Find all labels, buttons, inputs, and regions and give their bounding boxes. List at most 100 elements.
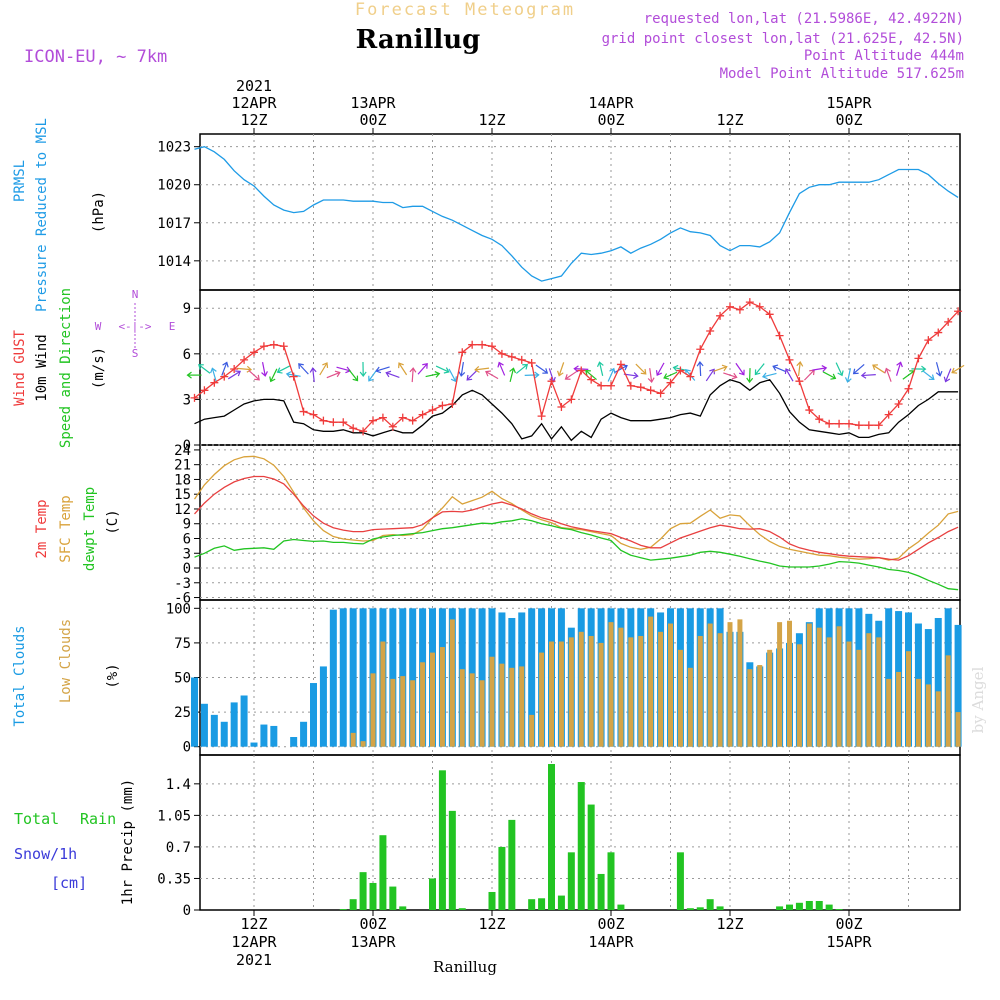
low-cloud-bar	[866, 633, 872, 747]
rain-bar	[706, 899, 714, 910]
low-cloud-bar	[350, 732, 356, 747]
gust-marker	[210, 378, 219, 387]
total-cloud-bar	[270, 725, 278, 747]
temp-2m-label: 2m Temp	[34, 499, 50, 558]
low-cloud-bar	[638, 635, 644, 747]
wind-arrow-shaft	[227, 370, 241, 380]
wind-direction-arrow	[515, 363, 529, 374]
wind-arrow-shaft	[699, 361, 702, 377]
wind-direction-arrow	[497, 361, 506, 376]
wind-unit: (m/s)	[91, 347, 107, 389]
gust-marker	[577, 366, 586, 375]
y-tick-label: 1017	[157, 216, 191, 232]
wind-10m-line	[194, 378, 959, 442]
low-cloud-bar	[519, 666, 525, 747]
gust-marker	[289, 372, 298, 381]
wind-arrow-shaft	[261, 362, 266, 376]
precip-snow-unit: [cm]	[51, 874, 87, 892]
wind-direction-arrow	[922, 370, 935, 381]
gust-marker	[478, 340, 487, 349]
gust-marker	[805, 406, 814, 415]
gridpoint-coordinates: grid point closest lon,lat (21.625E, 42.…	[602, 31, 964, 47]
total-cloud-bar	[220, 721, 228, 747]
gust-marker	[676, 366, 685, 375]
wind-arrow-head	[738, 369, 745, 376]
wind-arrow-head	[784, 368, 791, 375]
total-cloud-bar	[210, 714, 218, 747]
low-cloud-bar	[876, 637, 882, 747]
bottom-time-label: 12Z	[478, 915, 505, 933]
wind-arrow-head	[450, 376, 457, 383]
rain-bar	[805, 900, 813, 910]
gust-marker	[666, 378, 675, 387]
gust-marker	[934, 328, 943, 337]
wind-arrow-head	[731, 372, 738, 380]
wind-arrow-shaft	[598, 362, 604, 376]
rain-bar	[359, 872, 367, 910]
gust-marker	[388, 422, 397, 431]
y-tick-label: 6	[183, 347, 191, 363]
rain-bar	[587, 804, 595, 910]
total-cloud-bar	[478, 608, 486, 747]
wind-arrow-shaft	[663, 371, 678, 379]
wind-direction-arrow	[713, 364, 728, 372]
low-cloud-bar	[886, 678, 892, 747]
gust-marker	[825, 419, 834, 428]
total-cloud-bar	[300, 721, 308, 747]
wind-arrow-shaft	[853, 363, 865, 375]
gust-marker	[636, 383, 645, 392]
wind-arrow-shaft	[270, 368, 278, 382]
wind-direction-arrow	[585, 369, 597, 381]
total-cloud-bar	[329, 609, 337, 747]
gust-marker	[329, 418, 338, 427]
pressure-unit: (hPa)	[91, 191, 107, 233]
gust-marker	[894, 399, 903, 408]
precip-snow-label: Snow/1h	[14, 845, 77, 863]
top-time-label: 00Z	[359, 111, 386, 129]
wind-arrow-head	[647, 377, 655, 384]
low-cloud-bar	[677, 649, 683, 747]
gust-marker	[745, 298, 754, 307]
gust-marker	[815, 415, 824, 424]
wind-direction-arrow	[221, 361, 229, 376]
y-tick-label: 25	[174, 705, 191, 721]
low-cloud-bar	[906, 651, 911, 747]
top-time-label: 12Z	[478, 111, 505, 129]
top-time-label: 12Z	[716, 111, 743, 129]
wind-arrow-shaft	[754, 363, 765, 375]
wind-arrow-head	[772, 364, 779, 371]
wind-arrow-head	[186, 371, 192, 379]
wind-arrow-shaft	[895, 362, 902, 376]
gust-marker	[706, 327, 715, 336]
wind-arrow-head	[709, 368, 715, 375]
wind-arrow-shaft	[221, 362, 228, 376]
wind-arrow-head	[261, 371, 268, 377]
rain-bar	[548, 764, 555, 910]
gust-marker	[686, 372, 695, 381]
low-cloud-bar	[628, 637, 634, 747]
gust-marker	[200, 386, 209, 395]
total-cloud-bar	[409, 608, 417, 747]
low-cloud-bar	[608, 622, 614, 747]
wind-arrow-shaft	[922, 370, 935, 380]
wind-arrow-shaft	[448, 368, 457, 382]
y-tick-label: 0	[183, 561, 191, 577]
gust-marker	[507, 352, 516, 361]
wind-arrow-shaft	[417, 363, 428, 375]
wind-arrow-head	[672, 364, 679, 372]
gust-marker	[497, 349, 506, 358]
rain-bar	[815, 900, 823, 910]
wind-direction-arrow	[348, 369, 359, 382]
wind-arrow-shaft	[198, 364, 211, 374]
wind-direction-arrow	[635, 363, 647, 375]
wind-direction-arrow	[319, 362, 329, 376]
wind-direction-arrow	[409, 367, 417, 383]
gust-marker	[597, 381, 606, 390]
wind-direction-arrow	[509, 367, 516, 383]
total-cloud-bar	[230, 702, 238, 747]
wind-arrow-head	[746, 377, 754, 384]
rain-bar	[825, 904, 833, 910]
low-cloud-bar	[826, 637, 832, 747]
wind-arrow-head	[198, 364, 204, 370]
precip-unit: 1hr Precip (mm)	[120, 779, 136, 905]
